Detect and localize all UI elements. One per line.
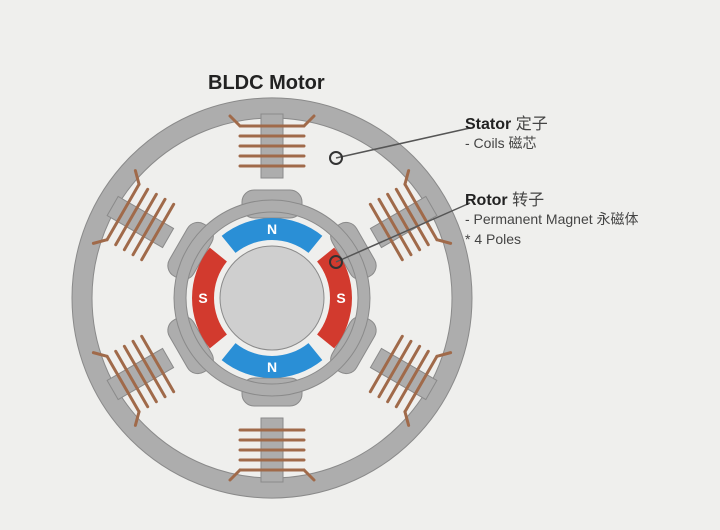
stator-label-cn: 定子	[516, 116, 548, 133]
rotor-label-head: Rotor 转子	[465, 186, 544, 210]
stator-label-en: Stator	[465, 116, 511, 133]
rotor-label-sub: - Permanent Magnet 永磁体 * 4 Poles	[465, 210, 639, 249]
rotor-label-sub1: - Permanent Magnet 永磁体	[465, 210, 639, 230]
rotor-label-sub2: * 4 Poles	[465, 230, 639, 250]
rotor-label-en: Rotor	[465, 192, 508, 209]
motor-diagram: N S N S	[0, 0, 720, 530]
stator-label-head: Stator 定子	[465, 110, 548, 134]
rotor-label-cn: 转子	[512, 192, 544, 209]
svg-text:S: S	[198, 290, 207, 306]
svg-text:S: S	[336, 290, 345, 306]
diagram-stage: N S N S BLDC Motor Stator 定子 - Coils 磁芯 Rot…	[0, 0, 720, 530]
svg-text:N: N	[267, 359, 277, 375]
svg-text:N: N	[267, 221, 277, 237]
stator-label-sub: - Coils 磁芯	[465, 134, 537, 154]
diagram-title: BLDC Motor	[208, 72, 325, 95]
